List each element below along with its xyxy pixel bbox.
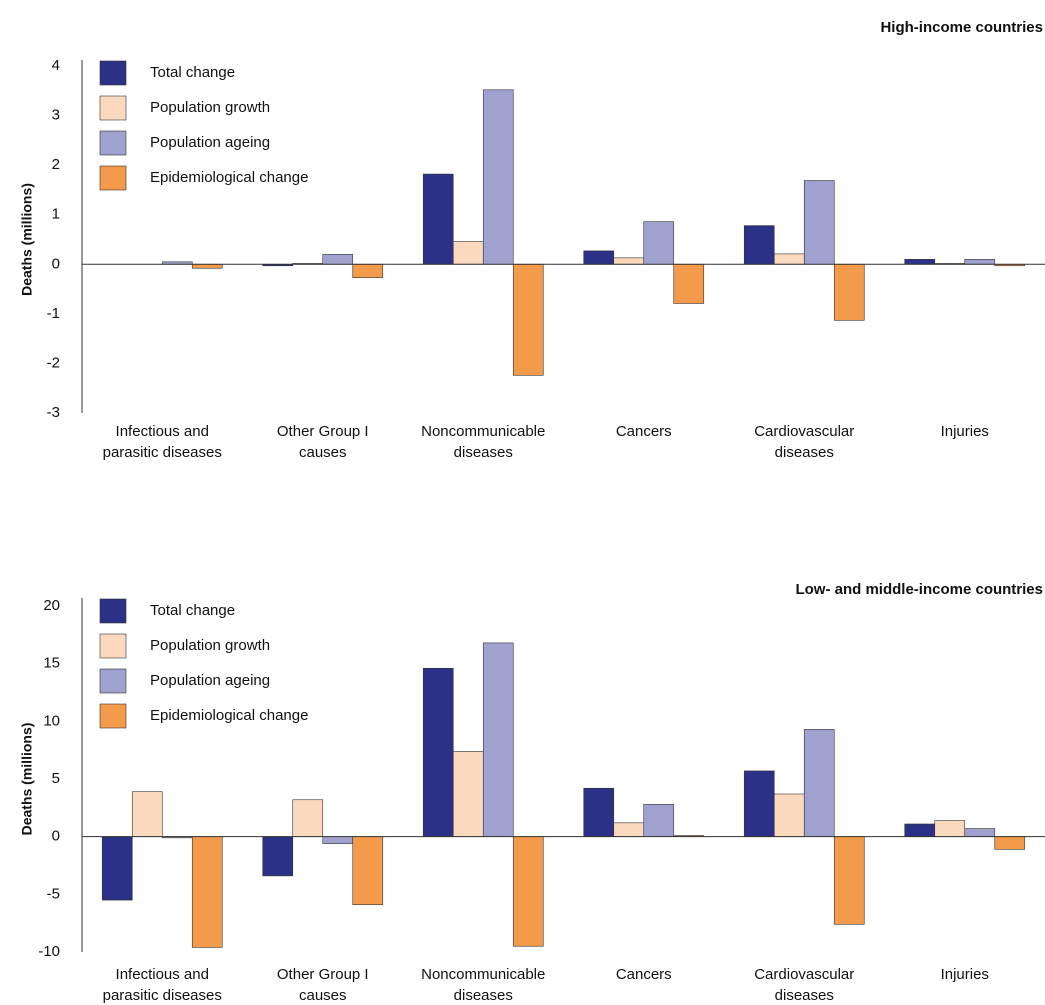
- legend-label: Population growth: [150, 99, 270, 116]
- x-tick-label: causes: [299, 444, 347, 461]
- y-tick-label: -1: [47, 305, 60, 322]
- x-tick-label: Noncommunicable: [421, 966, 545, 983]
- y-tick-label: -5: [47, 885, 60, 902]
- bar: [803, 729, 835, 837]
- y-tick-label: -3: [47, 404, 60, 421]
- bar: [643, 804, 675, 837]
- bar: [833, 836, 865, 925]
- bar: [964, 259, 996, 265]
- x-tick-label: Cardiovascular: [754, 966, 854, 983]
- bar: [904, 259, 936, 265]
- legend-label: Epidemiological change: [150, 169, 308, 186]
- x-tick-label: diseases: [775, 444, 834, 461]
- bar: [352, 263, 384, 278]
- legend-swatch: [99, 598, 127, 624]
- legend-label: Epidemiological change: [150, 707, 308, 724]
- legend-swatch: [99, 130, 127, 156]
- bar: [452, 751, 484, 837]
- legend-swatch: [99, 633, 127, 659]
- y-axis-label: Deaths (millions): [19, 183, 35, 296]
- y-tick-label: -10: [38, 943, 60, 960]
- bar: [262, 836, 294, 877]
- bar: [191, 836, 223, 948]
- bar: [512, 836, 544, 947]
- chart-title: Low- and middle-income countries: [795, 581, 1043, 598]
- x-tick-label: diseases: [454, 444, 513, 461]
- bar: [482, 642, 514, 837]
- y-tick-label: 1: [52, 206, 60, 223]
- bar: [583, 250, 615, 265]
- y-tick-label: 5: [52, 770, 60, 787]
- y-tick-label: 0: [52, 255, 60, 272]
- bar: [322, 836, 354, 844]
- x-tick-label: Cancers: [616, 966, 672, 983]
- legend-swatch: [99, 60, 127, 86]
- bar: [191, 263, 223, 269]
- legend-swatch: [99, 95, 127, 121]
- y-tick-label: 2: [52, 156, 60, 173]
- bar: [643, 221, 675, 265]
- bar: [422, 173, 454, 265]
- bar: [743, 225, 775, 265]
- x-tick-label: Other Group I: [277, 966, 369, 983]
- bar: [994, 836, 1026, 850]
- bar: [452, 241, 484, 265]
- bar: [613, 822, 645, 837]
- y-tick-label: 3: [52, 107, 60, 124]
- chart-title: High-income countries: [880, 19, 1043, 36]
- y-tick-label: 0: [52, 828, 60, 845]
- bar: [673, 263, 705, 304]
- x-tick-label: diseases: [775, 987, 834, 1004]
- legend-swatch: [99, 165, 127, 191]
- bar: [322, 254, 354, 265]
- y-tick-label: 10: [43, 712, 60, 729]
- x-tick-label: Other Group I: [277, 423, 369, 440]
- bar: [773, 793, 805, 837]
- x-tick-label: Injuries: [941, 423, 989, 440]
- x-tick-label: Injuries: [941, 966, 989, 983]
- y-tick-label: 15: [43, 655, 60, 672]
- x-tick-label: causes: [299, 987, 347, 1004]
- bar: [512, 263, 544, 376]
- legend-swatch: [99, 703, 127, 729]
- bar: [482, 89, 514, 265]
- bar: [743, 770, 775, 837]
- bar: [583, 787, 615, 837]
- legend-label: Population ageing: [150, 134, 270, 151]
- x-tick-label: Noncommunicable: [421, 423, 545, 440]
- y-tick-label: 20: [43, 597, 60, 614]
- x-tick-label: parasitic diseases: [103, 987, 222, 1004]
- bar: [934, 820, 966, 837]
- x-tick-label: Cardiovascular: [754, 423, 854, 440]
- x-tick-label: Cancers: [616, 423, 672, 440]
- x-tick-label: diseases: [454, 987, 513, 1004]
- bar: [773, 253, 805, 265]
- y-tick-label: -2: [47, 354, 60, 371]
- x-tick-label: parasitic diseases: [103, 444, 222, 461]
- bar: [964, 828, 996, 837]
- bar: [613, 257, 645, 265]
- bar: [833, 263, 865, 321]
- legend-label: Population growth: [150, 637, 270, 654]
- legend-label: Total change: [150, 602, 235, 619]
- y-tick-label: 4: [52, 57, 60, 74]
- x-tick-label: Infectious and: [116, 966, 209, 983]
- bar: [101, 836, 133, 901]
- bar: [803, 180, 835, 265]
- legend-label: Population ageing: [150, 672, 270, 689]
- bar: [904, 823, 936, 837]
- legend-swatch: [99, 668, 127, 694]
- bar: [352, 836, 384, 906]
- bar: [422, 667, 454, 837]
- bar: [292, 799, 324, 837]
- y-axis-label: Deaths (millions): [19, 723, 35, 836]
- bar: [131, 791, 163, 837]
- x-tick-label: Infectious and: [116, 423, 209, 440]
- legend-label: Total change: [150, 64, 235, 81]
